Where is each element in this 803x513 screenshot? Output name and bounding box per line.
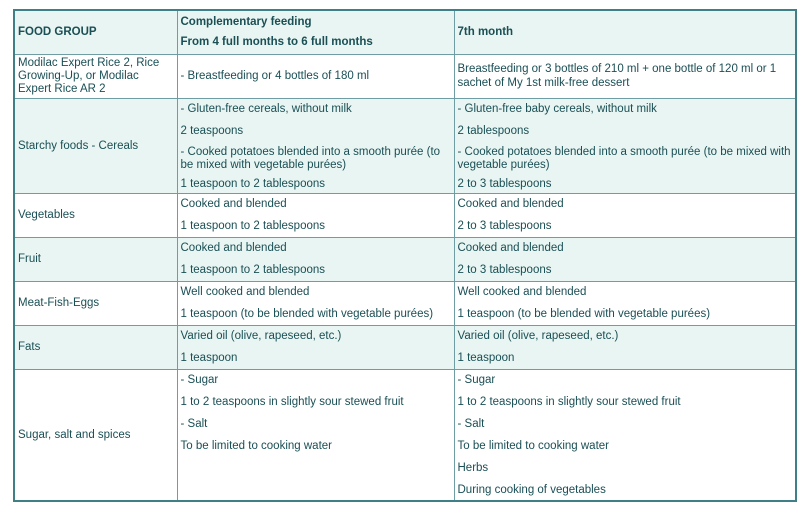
row-col3: - Sugar 1 to 2 teaspoons in slightly sou… xyxy=(453,368,797,502)
row-group: Vegetables xyxy=(13,192,178,238)
row-col2: - Sugar 1 to 2 teaspoons in slightly sou… xyxy=(176,368,455,502)
feeding-table: FOOD GROUP Complementary feeding From 4 … xyxy=(13,9,797,502)
row-col2: Well cooked and blended 1 teaspoon (to b… xyxy=(176,280,455,326)
table-row: Sugar, salt and spices - Sugar 1 to 2 te… xyxy=(13,368,797,502)
table-header-row: FOOD GROUP Complementary feeding From 4 … xyxy=(13,9,797,55)
header-col2-line2: From 4 full months to 6 full months xyxy=(180,36,373,48)
row-col3: Cooked and blended 2 to 3 tablespoons xyxy=(453,192,797,238)
table-row: Meat-Fish-Eggs Well cooked and blended 1… xyxy=(13,280,797,326)
row-col3: Cooked and blended 2 to 3 tablespoons xyxy=(453,236,797,282)
row-group: Fats xyxy=(13,324,178,370)
table-row: Fats Varied oil (olive, rapeseed, etc.) … xyxy=(13,324,797,370)
feeding-table-container: FOOD GROUP Complementary feeding From 4 … xyxy=(13,9,797,502)
row-col3: - Gluten-free baby cereals, without milk… xyxy=(453,97,797,194)
row-group: Meat-Fish-Eggs xyxy=(13,280,178,326)
header-7th-month: 7th month xyxy=(453,9,797,55)
row-group: Starchy foods - Cereals xyxy=(13,97,178,194)
header-col2-line1: Complementary feeding xyxy=(180,16,312,28)
table-row: Modilac Expert Rice 2, Rice Growing-Up, … xyxy=(13,53,797,99)
row-group: Modilac Expert Rice 2, Rice Growing-Up, … xyxy=(13,53,178,99)
row-col3: Varied oil (olive, rapeseed, etc.) 1 tea… xyxy=(453,324,797,370)
row-col2: Cooked and blended 1 teaspoon to 2 table… xyxy=(176,192,455,238)
row-col2: - Gluten-free cereals, without milk 2 te… xyxy=(176,97,455,194)
row-col2: Cooked and blended 1 teaspoon to 2 table… xyxy=(176,236,455,282)
header-food-group: FOOD GROUP xyxy=(13,9,178,55)
row-group: Sugar, salt and spices xyxy=(13,368,178,502)
row-group: Fruit xyxy=(13,236,178,282)
table-row: Starchy foods - Cereals - Gluten-free ce… xyxy=(13,97,797,194)
row-col3: Well cooked and blended 1 teaspoon (to b… xyxy=(453,280,797,326)
table-row: Vegetables Cooked and blended 1 teaspoon… xyxy=(13,192,797,238)
row-col2: - Breastfeeding or 4 bottles of 180 ml xyxy=(176,53,455,99)
row-col2: Varied oil (olive, rapeseed, etc.) 1 tea… xyxy=(176,324,455,370)
table-row: Fruit Cooked and blended 1 teaspoon to 2… xyxy=(13,236,797,282)
row-col3: Breastfeeding or 3 bottles of 210 ml + o… xyxy=(453,53,797,99)
header-complementary-feeding: Complementary feeding From 4 full months… xyxy=(176,9,455,55)
